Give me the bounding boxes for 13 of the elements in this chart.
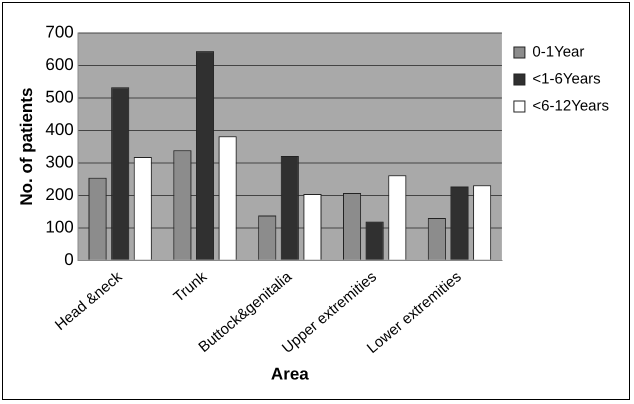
- y-tick-label: 100: [45, 217, 74, 236]
- y-tick-label: 500: [45, 88, 74, 107]
- y-tick-label: 300: [45, 152, 74, 172]
- legend-label: 0-1Year: [532, 44, 584, 61]
- y-tick-label: 600: [45, 55, 74, 74]
- y-tick-label: 400: [45, 120, 74, 140]
- y-tick-label: 700: [45, 22, 74, 42]
- y-tick-label: 200: [45, 185, 74, 204]
- x-axis-title: Area: [270, 364, 310, 384]
- legend-label: <6-12Years: [532, 98, 610, 115]
- y-tick-label: 0: [64, 250, 74, 269]
- y-axis-title: No. of patients: [16, 88, 36, 206]
- legend-label: <1-6Years: [532, 70, 601, 88]
